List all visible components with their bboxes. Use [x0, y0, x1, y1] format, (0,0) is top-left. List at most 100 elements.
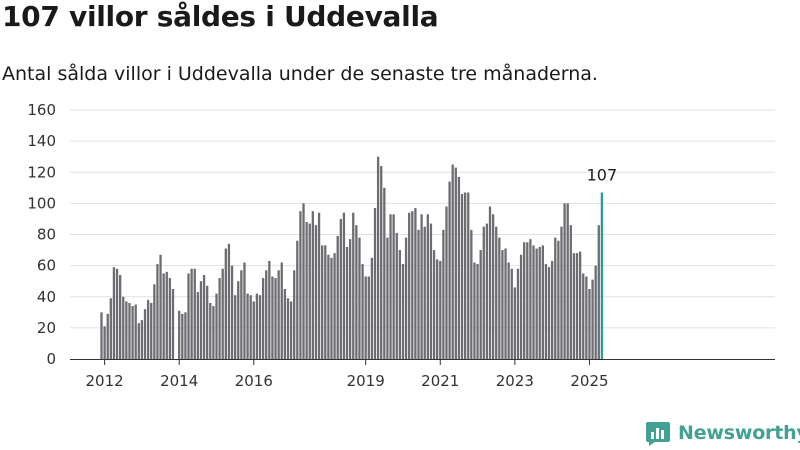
bar	[131, 306, 134, 359]
bar	[566, 203, 569, 360]
bar	[426, 214, 429, 359]
bar	[467, 192, 470, 359]
x-tick-label: 2025	[570, 372, 608, 390]
bar	[249, 295, 252, 359]
bar	[473, 262, 476, 359]
bar	[122, 296, 125, 359]
bar	[479, 250, 482, 359]
bar	[150, 302, 153, 359]
bar	[513, 287, 517, 359]
bar	[100, 312, 103, 359]
bar	[358, 237, 361, 359]
bar	[395, 232, 398, 359]
bar	[202, 274, 206, 359]
bar	[380, 166, 383, 359]
bar	[367, 276, 370, 359]
bar	[330, 257, 333, 359]
y-tick-label: 100	[27, 194, 56, 212]
bar	[529, 239, 532, 359]
bar	[485, 223, 489, 359]
y-tick-label: 140	[27, 132, 56, 150]
bar	[501, 250, 504, 359]
bar	[491, 214, 495, 359]
bar	[243, 262, 246, 359]
bar	[314, 225, 318, 359]
bar	[240, 270, 243, 359]
bar	[398, 250, 402, 359]
bar	[361, 264, 364, 359]
bar	[423, 226, 426, 359]
bar	[165, 271, 168, 359]
bar	[414, 208, 417, 359]
bar	[171, 288, 175, 359]
bar	[324, 245, 327, 359]
bar	[504, 248, 507, 359]
bar	[516, 268, 520, 359]
y-tick-label: 60	[37, 257, 56, 275]
y-tick-label: 80	[37, 226, 56, 244]
bar	[544, 264, 548, 359]
bar	[383, 187, 386, 359]
bar	[181, 313, 184, 359]
bar	[109, 298, 112, 359]
bar	[112, 267, 116, 359]
bar	[376, 156, 380, 359]
bar	[498, 237, 501, 359]
bar	[289, 301, 293, 359]
bar	[470, 229, 473, 359]
bar	[345, 246, 349, 359]
bar	[218, 278, 221, 359]
y-tick-label: 160	[27, 101, 56, 119]
bar	[209, 302, 212, 359]
bar	[541, 245, 544, 359]
bar	[140, 320, 144, 359]
bar	[519, 254, 523, 359]
bar	[436, 259, 439, 359]
bar	[271, 276, 274, 359]
bar	[454, 167, 457, 359]
bar	[143, 309, 147, 359]
bar	[302, 203, 305, 360]
bar	[342, 212, 346, 359]
bar	[336, 236, 339, 359]
bar	[283, 288, 287, 359]
bar	[125, 301, 128, 359]
bar	[569, 225, 572, 359]
bar	[597, 225, 600, 359]
bar	[386, 237, 389, 359]
y-tick-label: 0	[46, 350, 56, 368]
bar	[153, 284, 156, 359]
bar-series	[100, 156, 604, 360]
bar	[106, 313, 109, 359]
bar	[224, 248, 227, 359]
bar	[196, 292, 199, 359]
bar	[355, 225, 358, 359]
bar-chart-logo-icon	[646, 422, 670, 446]
annotation-group: 107	[587, 165, 618, 184]
bar	[594, 265, 597, 360]
y-tick-label: 40	[37, 288, 56, 306]
bar	[389, 214, 392, 359]
bar	[373, 208, 377, 359]
bar	[401, 264, 405, 359]
bar	[370, 257, 374, 359]
bar	[588, 288, 591, 359]
bar	[432, 250, 436, 359]
bar	[572, 253, 576, 359]
bar	[305, 222, 308, 359]
bar	[551, 260, 554, 359]
bar	[184, 312, 187, 359]
bar	[227, 243, 231, 359]
bar	[578, 251, 582, 359]
bar	[348, 239, 352, 359]
bar	[532, 245, 535, 359]
bar	[178, 310, 181, 359]
bar	[119, 274, 122, 359]
bar	[115, 268, 119, 359]
bar	[321, 245, 324, 359]
x-tick-label: 2016	[235, 372, 273, 390]
bar	[408, 212, 411, 359]
bar	[327, 254, 330, 359]
bar	[547, 267, 551, 359]
